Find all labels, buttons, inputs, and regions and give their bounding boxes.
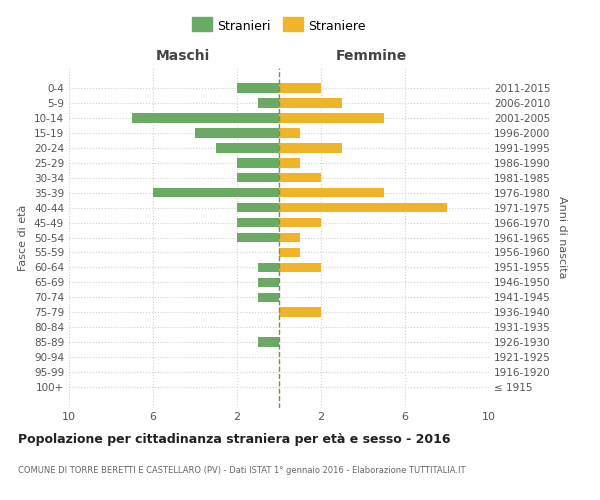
Bar	[258, 292, 279, 302]
Bar	[258, 262, 279, 272]
Text: Femmine: Femmine	[336, 48, 407, 62]
Bar	[237, 173, 279, 182]
Bar	[153, 188, 279, 198]
Bar	[216, 143, 279, 152]
Bar	[279, 173, 321, 182]
Bar	[237, 232, 279, 242]
Bar	[237, 218, 279, 228]
Text: COMUNE DI TORRE BERETTI E CASTELLARO (PV) - Dati ISTAT 1° gennaio 2016 - Elabora: COMUNE DI TORRE BERETTI E CASTELLARO (PV…	[18, 466, 466, 475]
Bar	[279, 113, 384, 122]
Bar	[279, 128, 300, 138]
Bar	[195, 128, 279, 138]
Bar	[279, 83, 321, 92]
Bar	[279, 158, 300, 168]
Bar	[279, 248, 300, 258]
Y-axis label: Anni di nascita: Anni di nascita	[557, 196, 567, 279]
Bar	[279, 262, 321, 272]
Bar	[258, 338, 279, 347]
Bar	[279, 143, 342, 152]
Bar	[279, 188, 384, 198]
Bar	[237, 158, 279, 168]
Bar	[258, 98, 279, 108]
Legend: Stranieri, Straniere: Stranieri, Straniere	[188, 16, 370, 36]
Bar	[279, 218, 321, 228]
Bar	[279, 308, 321, 317]
Bar	[279, 202, 447, 212]
Text: Maschi: Maschi	[155, 48, 209, 62]
Bar	[237, 202, 279, 212]
Bar	[258, 278, 279, 287]
Bar	[279, 98, 342, 108]
Y-axis label: Fasce di età: Fasce di età	[19, 204, 28, 270]
Bar	[237, 83, 279, 92]
Bar	[132, 113, 279, 122]
Text: Popolazione per cittadinanza straniera per età e sesso - 2016: Popolazione per cittadinanza straniera p…	[18, 432, 451, 446]
Bar	[279, 232, 300, 242]
